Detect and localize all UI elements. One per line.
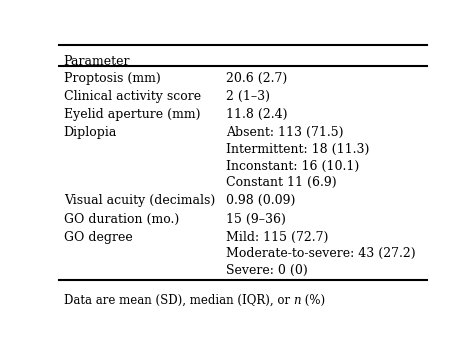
Text: (%): (%) xyxy=(301,293,325,306)
Text: Intermittent: 18 (11.3): Intermittent: 18 (11.3) xyxy=(227,143,370,156)
Text: Eyelid aperture (mm): Eyelid aperture (mm) xyxy=(64,108,200,121)
Text: Constant 11 (6.9): Constant 11 (6.9) xyxy=(227,176,337,189)
Text: Diplopia: Diplopia xyxy=(64,126,117,139)
Text: 0.98 (0.09): 0.98 (0.09) xyxy=(227,194,296,207)
Text: 11.8 (2.4): 11.8 (2.4) xyxy=(227,108,288,121)
Text: Proptosis (mm): Proptosis (mm) xyxy=(64,72,160,85)
Text: Clinical activity score: Clinical activity score xyxy=(64,90,201,103)
Text: Moderate-to-severe: 43 (27.2): Moderate-to-severe: 43 (27.2) xyxy=(227,247,416,260)
Text: GO degree: GO degree xyxy=(64,231,132,244)
Text: Visual acuity (decimals): Visual acuity (decimals) xyxy=(64,194,215,207)
Text: Absent: 113 (71.5): Absent: 113 (71.5) xyxy=(227,126,344,139)
Text: Mild: 115 (72.7): Mild: 115 (72.7) xyxy=(227,231,329,244)
Text: 15 (9–36): 15 (9–36) xyxy=(227,213,286,226)
Text: Inconstant: 16 (10.1): Inconstant: 16 (10.1) xyxy=(227,160,360,173)
Text: Severe: 0 (0): Severe: 0 (0) xyxy=(227,264,308,277)
Text: n: n xyxy=(293,293,301,306)
Text: Parameter: Parameter xyxy=(64,55,130,67)
Text: GO duration (mo.): GO duration (mo.) xyxy=(64,213,179,226)
Text: 20.6 (2.7): 20.6 (2.7) xyxy=(227,72,288,85)
Text: 2 (1–3): 2 (1–3) xyxy=(227,90,270,103)
Text: Data are mean (SD), median (IQR), or: Data are mean (SD), median (IQR), or xyxy=(64,293,293,306)
